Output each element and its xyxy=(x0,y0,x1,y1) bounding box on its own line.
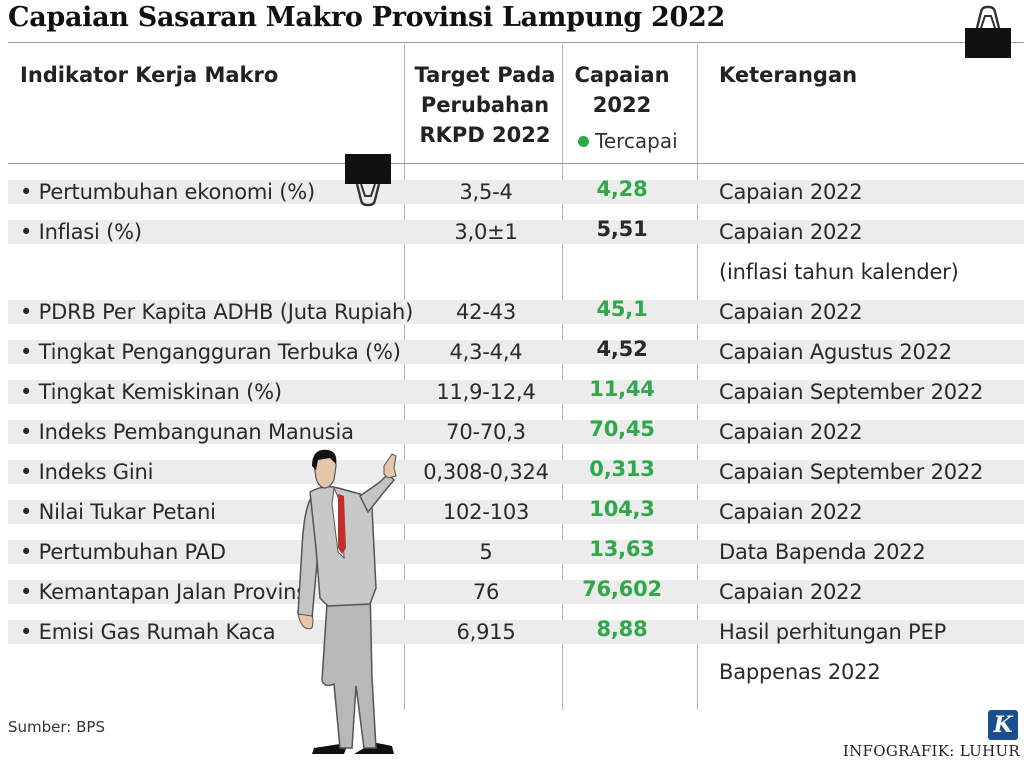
table-cell-target: 6,915 xyxy=(456,620,516,644)
table-cell-target: 70-70,3 xyxy=(446,420,526,444)
row-band xyxy=(8,580,1024,604)
table-cell-capaian: 4,52 xyxy=(596,337,648,361)
title-divider xyxy=(8,42,1024,43)
header-target-line: Target Pada xyxy=(414,63,556,87)
table-cell-keterangan: Capaian 2022 xyxy=(719,500,863,524)
header-capaian-line: 2022 xyxy=(592,93,652,117)
table-cell-capaian: 0,313 xyxy=(589,457,655,481)
infographic-credit: INFOGRAFIK: LUHUR xyxy=(842,742,1020,760)
table-cell-indikator: • Indeks Pembangunan Manusia xyxy=(20,420,354,444)
table-cell-indikator: • Inflasi (%) xyxy=(20,220,142,244)
header-capaian: Capaian 2022 xyxy=(566,60,678,120)
header-divider xyxy=(8,163,1024,164)
row-band xyxy=(8,220,1024,244)
table-cell-keterangan: Capaian 2022 xyxy=(719,220,863,244)
table-cell-keterangan: (inflasi tahun kalender) xyxy=(719,260,959,284)
binder-clip-icon xyxy=(965,5,1011,58)
row-band xyxy=(8,500,1024,524)
row-band xyxy=(8,540,1024,564)
table-cell-keterangan: Capaian 2022 xyxy=(719,580,863,604)
table-cell-target: 3,5-4 xyxy=(459,180,513,204)
table-cell-keterangan: Capaian September 2022 xyxy=(719,460,984,484)
legend-tercapai: Tercapai xyxy=(578,129,678,153)
table-cell-capaian: 8,88 xyxy=(596,617,648,641)
row-band xyxy=(8,460,1024,484)
kompas-logo: K xyxy=(988,710,1018,740)
table-cell-target: 102-103 xyxy=(442,500,530,524)
table-cell-indikator: • Tingkat Kemiskinan (%) xyxy=(20,380,282,404)
table-cell-keterangan: Capaian 2022 xyxy=(719,180,863,204)
table-cell-target: 3,0±1 xyxy=(454,220,518,244)
legend-label: Tercapai xyxy=(595,129,678,153)
table-cell-target: 0,308-0,324 xyxy=(423,460,549,484)
table-cell-target: 4,3-4,4 xyxy=(449,340,523,364)
header-indikator: Indikator Kerja Makro xyxy=(20,63,279,87)
table-cell-indikator: • Indeks Gini xyxy=(20,460,154,484)
column-divider xyxy=(562,44,563,710)
table-cell-capaian: 76,602 xyxy=(582,577,662,601)
header-keterangan: Keterangan xyxy=(719,63,858,87)
row-band xyxy=(8,620,1024,644)
header-target: Target Pada Perubahan RKPD 2022 xyxy=(406,60,564,150)
table-cell-keterangan: Bappenas 2022 xyxy=(719,660,881,684)
binder-clip-icon xyxy=(345,154,391,207)
row-band xyxy=(8,380,1024,404)
row-band xyxy=(8,340,1024,364)
table-cell-capaian: 104,3 xyxy=(589,497,655,521)
row-band xyxy=(8,420,1024,444)
table-cell-keterangan: Capaian 2022 xyxy=(719,420,863,444)
table-cell-capaian: 70,45 xyxy=(589,417,655,441)
table-cell-target: 5 xyxy=(479,540,493,564)
table-cell-keterangan: Capaian 2022 xyxy=(719,300,863,324)
table-cell-indikator: • PDRB Per Kapita ADHB (Juta Rupiah) xyxy=(20,300,414,324)
table-cell-capaian: 45,1 xyxy=(596,297,648,321)
table-cell-capaian: 4,28 xyxy=(596,177,648,201)
table-cell-indikator: • Nilai Tukar Petani xyxy=(20,500,216,524)
presenter-illustration xyxy=(297,449,397,754)
header-target-line: Perubahan xyxy=(420,93,550,117)
table-cell-capaian: 11,44 xyxy=(589,377,655,401)
table-cell-indikator: • Tingkat Pengangguran Terbuka (%) xyxy=(20,340,401,364)
legend-dot-icon xyxy=(578,135,589,147)
column-divider xyxy=(404,44,405,710)
table-cell-keterangan: Capaian Agustus 2022 xyxy=(719,340,952,364)
table-cell-indikator: • Emisi Gas Rumah Kaca xyxy=(20,620,276,644)
table-cell-keterangan: Data Bapenda 2022 xyxy=(719,540,926,564)
table-cell-keterangan: Hasil perhitungan PEP xyxy=(719,620,947,644)
source-note: Sumber: BPS xyxy=(8,718,105,736)
table-cell-capaian: 5,51 xyxy=(596,217,648,241)
table-cell-target: 42-43 xyxy=(455,300,517,324)
table-cell-target: 76 xyxy=(472,580,500,604)
column-divider xyxy=(697,44,698,710)
table-cell-capaian: 13,63 xyxy=(589,537,655,561)
page-title: Capaian Sasaran Makro Provinsi Lampung 2… xyxy=(8,2,725,33)
row-band xyxy=(8,180,1024,204)
table-cell-indikator: • Pertumbuhan PAD xyxy=(20,540,226,564)
header-target-line: RKPD 2022 xyxy=(419,123,551,147)
table-cell-target: 11,9-12,4 xyxy=(436,380,536,404)
table-cell-keterangan: Capaian September 2022 xyxy=(719,380,984,404)
header-capaian-line: Capaian xyxy=(574,63,670,87)
table-cell-indikator: • Pertumbuhan ekonomi (%) xyxy=(20,180,315,204)
row-band xyxy=(8,300,1024,324)
